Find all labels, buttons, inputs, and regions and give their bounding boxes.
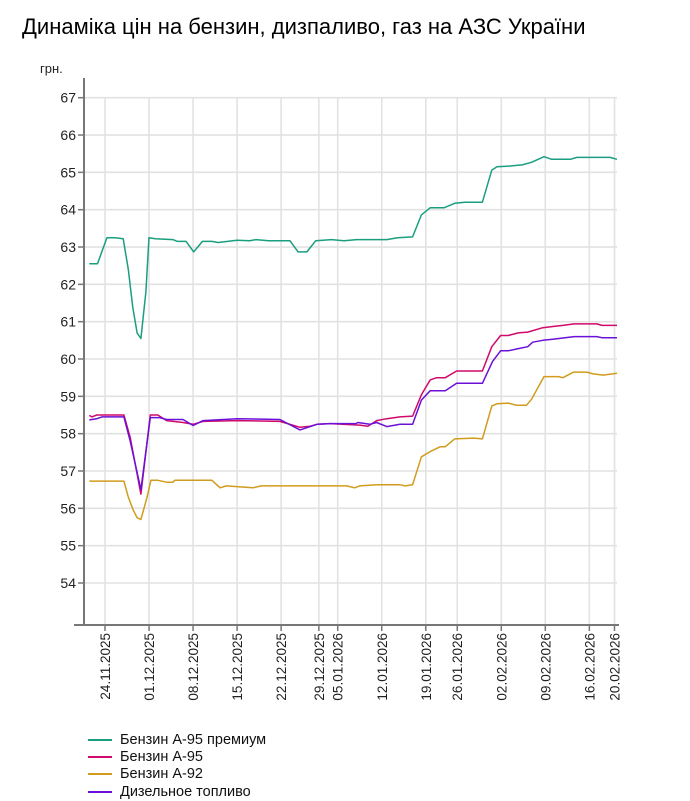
x-tick-label: 29.12.2025 [312,633,327,701]
y-tick-label: 61 [60,314,76,330]
legend-swatch [88,755,112,758]
grid [84,96,617,625]
y-tick-label: 66 [60,127,76,143]
series-line-1 [88,323,617,495]
chart-title: Динаміка цін на бензин, дизпаливо, газ н… [22,14,586,39]
y-tick-label: 62 [60,276,76,292]
y-tick-label: 56 [60,500,76,516]
legend-item: Бензин А-92 [88,766,266,783]
y-tick-label: 54 [60,575,76,591]
x-tick-label: 12.01.2026 [375,633,390,701]
legend-label: Бензин А-95 [120,748,203,765]
x-tick-label: 08.12.2025 [186,633,201,701]
y-tick-label: 55 [60,538,76,554]
series-lines [88,155,618,521]
x-tick-label: 15.12.2025 [230,633,245,701]
legend-item: Бензин А-95 [88,748,266,765]
x-tick-label: 01.12.2025 [142,633,157,701]
x-tick-label: 02.02.2026 [494,633,509,701]
y-tick-label: 60 [60,351,76,367]
series-line-0 [89,155,618,340]
axes: 54 55 56 57 58 59 60 61 62 63 64 65 66 67 24.11.2025 01… [60,78,622,701]
legend-item: Дизельное топливо [88,783,266,800]
x-tick-label: 24.11.2025 [98,633,113,700]
y-tick-label: 64 [60,202,76,218]
x-tick-label: 26.01.2026 [450,633,465,701]
x-tick-label: 16.02.2026 [582,633,597,701]
legend-label: Бензин А-95 премиум [120,731,267,748]
x-tick-label: 09.02.2026 [538,633,553,701]
y-tick-label: 65 [60,164,76,180]
legend-swatch [88,790,112,793]
legend-swatch [88,738,112,741]
series-line-2 [89,371,618,521]
y-tick-label: 58 [60,426,76,442]
x-tick-label: 22.12.2025 [274,633,289,701]
x-tick-label: 05.01.2026 [331,633,346,701]
x-tick-label: 19.01.2026 [419,633,434,701]
y-tick-label: 57 [60,463,76,479]
legend-item: Бензин А-95 премиум [88,731,266,748]
y-axis-label: грн. [40,61,63,76]
x-tick-label: 20.02.2026 [607,633,622,701]
legend-swatch [88,773,112,776]
y-tick-label: 59 [60,388,76,404]
legend-label: Дизельное топливо [120,783,251,800]
legend-label: Бензин А-92 [120,766,203,783]
y-tick-label: 67 [60,90,76,106]
legend: Бензин А-95 премиум Бензин А-95 Бензин А-9… [88,731,266,800]
y-tick-label: 63 [60,239,76,255]
series-line-3 [89,335,617,491]
